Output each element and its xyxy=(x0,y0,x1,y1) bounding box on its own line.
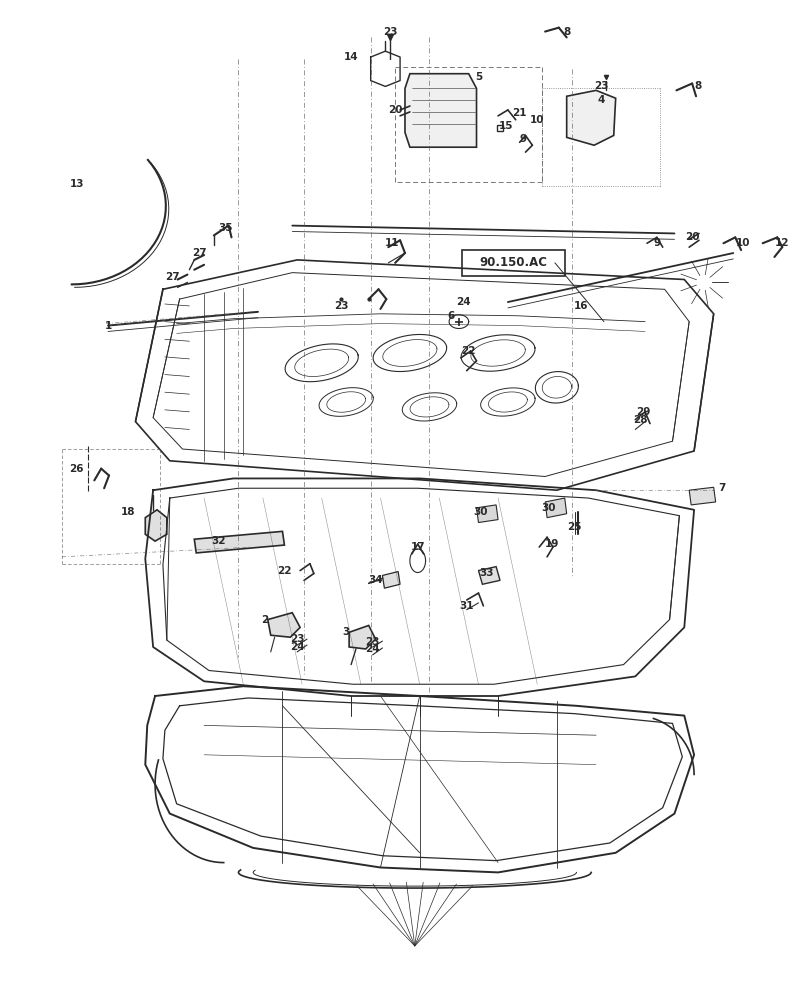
Text: 22: 22 xyxy=(277,566,292,576)
Text: 30: 30 xyxy=(542,503,556,513)
Text: 29: 29 xyxy=(636,407,650,417)
Text: 23: 23 xyxy=(383,27,398,37)
Text: 2: 2 xyxy=(261,615,268,625)
Text: 33: 33 xyxy=(479,568,494,578)
Polygon shape xyxy=(194,531,284,553)
Text: 10: 10 xyxy=(736,238,751,248)
Text: 14: 14 xyxy=(343,52,359,62)
Text: 90.150.AC: 90.150.AC xyxy=(479,256,547,269)
Polygon shape xyxy=(477,505,498,523)
Text: 26: 26 xyxy=(69,464,84,474)
Text: 34: 34 xyxy=(368,575,383,585)
Text: 20: 20 xyxy=(388,105,402,115)
Text: 13: 13 xyxy=(69,179,84,189)
Text: 30: 30 xyxy=(473,507,488,517)
Text: 32: 32 xyxy=(212,536,226,546)
Polygon shape xyxy=(545,498,566,518)
Text: 11: 11 xyxy=(385,238,399,248)
Text: 8: 8 xyxy=(563,27,570,37)
Polygon shape xyxy=(349,625,376,649)
Text: 3: 3 xyxy=(343,627,350,637)
Text: 23: 23 xyxy=(290,634,305,644)
Text: 8: 8 xyxy=(694,81,701,91)
Polygon shape xyxy=(566,90,616,145)
Text: 9: 9 xyxy=(654,238,660,248)
Polygon shape xyxy=(405,74,477,147)
Polygon shape xyxy=(267,613,300,637)
Polygon shape xyxy=(689,487,716,505)
Text: 15: 15 xyxy=(499,121,513,131)
Text: 35: 35 xyxy=(218,223,233,233)
Text: 4: 4 xyxy=(597,95,604,105)
Text: 27: 27 xyxy=(191,248,207,258)
Text: 5: 5 xyxy=(475,72,482,82)
Text: 24: 24 xyxy=(457,297,471,307)
Text: 17: 17 xyxy=(410,542,425,552)
Text: 18: 18 xyxy=(120,507,135,517)
Text: 1: 1 xyxy=(104,321,112,331)
Text: 31: 31 xyxy=(460,601,474,611)
Text: 19: 19 xyxy=(545,539,559,549)
Polygon shape xyxy=(462,250,565,276)
Polygon shape xyxy=(145,510,166,541)
Text: 23: 23 xyxy=(334,301,348,311)
Text: 23: 23 xyxy=(594,81,608,91)
Text: 20: 20 xyxy=(685,232,700,242)
Polygon shape xyxy=(478,567,500,584)
Text: 16: 16 xyxy=(574,301,589,311)
Text: 25: 25 xyxy=(567,522,582,532)
Text: 24: 24 xyxy=(365,644,380,654)
Text: 7: 7 xyxy=(718,483,726,493)
Text: 9: 9 xyxy=(519,134,526,144)
Text: 12: 12 xyxy=(775,238,789,248)
Text: 27: 27 xyxy=(166,272,180,282)
Text: 10: 10 xyxy=(530,115,545,125)
Text: 23: 23 xyxy=(365,637,380,647)
Text: 21: 21 xyxy=(512,108,527,118)
Text: 6: 6 xyxy=(448,311,455,321)
Polygon shape xyxy=(382,572,400,588)
Text: 28: 28 xyxy=(633,415,647,425)
Text: 22: 22 xyxy=(461,346,476,356)
Text: 24: 24 xyxy=(290,642,305,652)
